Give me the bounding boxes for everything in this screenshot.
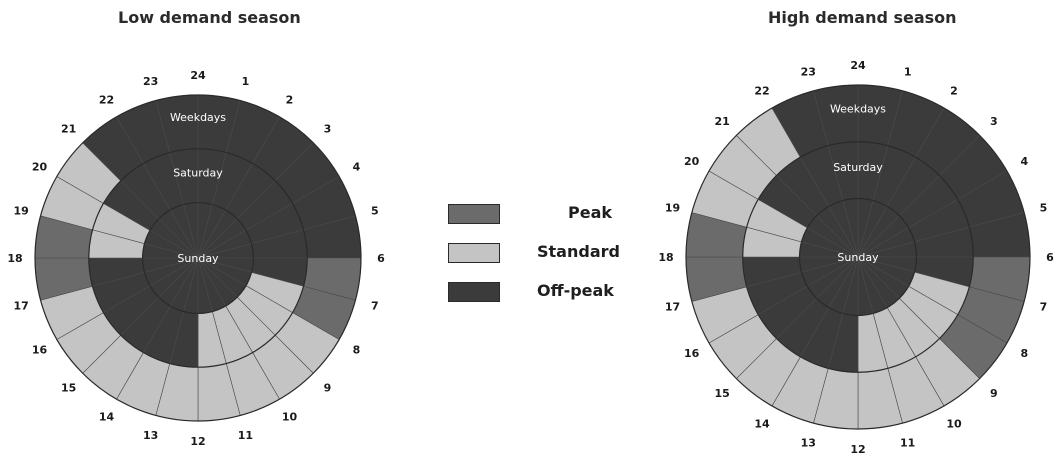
low-hour-label-10: 10 (282, 411, 298, 424)
high-hour-label-3: 3 (990, 115, 998, 128)
high-ring-outline (685, 84, 1031, 430)
high-ring-outline (742, 141, 974, 373)
high-hour-label-4: 4 (1020, 155, 1028, 168)
low-hour-label-11: 11 (238, 429, 253, 442)
legend-swatch-standard (448, 243, 500, 263)
low-hour-label-15: 15 (61, 381, 76, 394)
legend-swatch-peak (448, 204, 500, 224)
high-ring-outline (798, 197, 918, 317)
low-hour-label-21: 21 (61, 123, 76, 136)
low-hour-label-20: 20 (32, 161, 48, 174)
low-hour-label-13: 13 (143, 429, 158, 442)
low-hour-label-7: 7 (371, 299, 379, 312)
high-hour-label-19: 19 (665, 201, 680, 214)
low-season-wheel: WeekdaysSaturdaySunday123456789101112131… (7, 69, 385, 448)
low-hour-label-4: 4 (353, 161, 361, 174)
legend-swatch-offpeak (448, 282, 500, 302)
low-hour-label-18: 18 (7, 252, 22, 265)
legend-label-offpeak: Off-peak (537, 281, 614, 300)
high-season-title: High demand season (768, 8, 957, 27)
high-hour-label-12: 12 (850, 443, 865, 456)
low-season-title: Low demand season (118, 8, 301, 27)
high-hour-label-9: 9 (990, 387, 998, 400)
high-hour-label-20: 20 (684, 155, 700, 168)
high-hour-label-23: 23 (801, 66, 816, 79)
high-sunday-label: Sunday (837, 251, 879, 264)
high-weekdays-label: Weekdays (830, 103, 886, 116)
high-hour-label-11: 11 (900, 437, 915, 450)
low-saturday-label: Saturday (173, 167, 223, 180)
high-hour-label-16: 16 (684, 347, 700, 360)
high-season-wheel: WeekdaysSaturdaySunday123456789101112131… (658, 59, 1054, 456)
low-hour-label-23: 23 (143, 75, 158, 88)
high-hour-label-7: 7 (1040, 301, 1048, 314)
low-sunday-label: Sunday (177, 252, 219, 265)
high-hour-label-2: 2 (950, 85, 958, 98)
high-hour-label-10: 10 (946, 417, 962, 430)
high-hour-label-6: 6 (1046, 251, 1054, 264)
high-hour-label-17: 17 (665, 301, 680, 314)
low-hour-label-19: 19 (14, 205, 29, 218)
high-hour-label-8: 8 (1020, 347, 1028, 360)
low-hour-label-5: 5 (371, 205, 379, 218)
low-hour-label-17: 17 (14, 299, 29, 312)
low-hour-label-1: 1 (242, 75, 250, 88)
low-hour-label-3: 3 (324, 123, 332, 136)
high-hour-label-22: 22 (754, 85, 769, 98)
low-ring-outline (141, 201, 255, 315)
low-hour-label-24: 24 (190, 69, 206, 82)
high-hour-label-14: 14 (754, 417, 770, 430)
high-hour-label-5: 5 (1040, 201, 1048, 214)
high-hour-label-13: 13 (801, 437, 816, 450)
legend-label-peak: Peak (568, 203, 613, 222)
high-hour-label-21: 21 (715, 115, 730, 128)
low-hour-label-12: 12 (190, 435, 205, 448)
legend-label-standard: Standard (537, 242, 620, 261)
high-hour-label-1: 1 (904, 66, 912, 79)
low-hour-label-14: 14 (99, 411, 115, 424)
low-hour-label-8: 8 (353, 344, 361, 357)
high-saturday-label: Saturday (833, 161, 883, 174)
low-hour-label-6: 6 (377, 252, 385, 265)
low-hour-label-9: 9 (324, 381, 332, 394)
high-hour-label-24: 24 (850, 59, 866, 72)
low-hour-label-2: 2 (286, 94, 294, 107)
low-hour-label-16: 16 (32, 344, 48, 357)
low-hour-label-22: 22 (99, 94, 114, 107)
high-hour-label-18: 18 (658, 251, 673, 264)
high-hour-label-15: 15 (715, 387, 730, 400)
low-weekdays-label: Weekdays (170, 111, 226, 124)
low-ring-outline (34, 94, 362, 422)
low-ring-outline (88, 148, 308, 368)
